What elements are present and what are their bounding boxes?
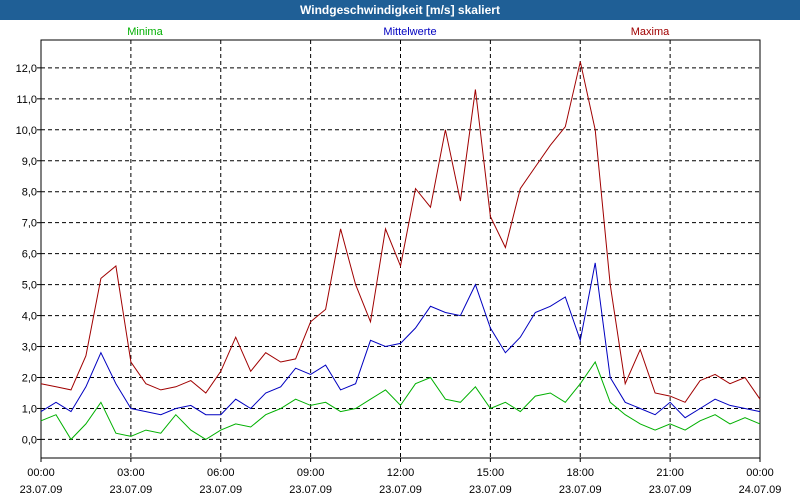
x-tick-date-label: 23.07.09	[199, 484, 242, 496]
y-tick-label: 3,0	[22, 342, 37, 354]
x-tick-date-label: 23.07.09	[559, 484, 602, 496]
y-tick-label: 9,0	[22, 156, 37, 168]
x-tick-time-label: 15:00	[477, 467, 505, 479]
x-tick-time-label: 21:00	[656, 467, 684, 479]
legend-minima: Minima	[127, 26, 163, 38]
x-tick-time-label: 00:00	[27, 467, 55, 479]
chart-panel: 0,0 1,0 2,0 3,0 4,0 5,0 6,0 7,0 8,0 9,0 10,0 11,0 12…	[0, 20, 800, 500]
plot-frame	[40, 39, 761, 459]
x-tick-date-label: 23.07.09	[469, 484, 512, 496]
y-tick-label: 11,0	[16, 94, 37, 106]
x-tick-time-label: 00:00	[746, 467, 774, 479]
series-line-mittelwerte	[40, 262, 761, 419]
series-line-maxima	[40, 61, 761, 403]
y-tick-label: 7,0	[22, 218, 37, 230]
wind-speed-chart: 0,0 1,0 2,0 3,0 4,0 5,0 6,0 7,0 8,0 9,0 10,0 11,0 12…	[16, 26, 782, 496]
window-title: Windgeschwindigkeit [m/s] skaliert	[0, 0, 800, 20]
y-tick-label: 12,0	[16, 63, 37, 75]
y-tick-label: 10,0	[16, 125, 37, 137]
x-tick-date-label: 23.07.09	[109, 484, 152, 496]
x-tick-date-label: 23.07.09	[379, 484, 422, 496]
series-line-minima	[40, 360, 761, 441]
x-tick-time-label: 06:00	[207, 467, 235, 479]
y-tick-label: 2,0	[22, 372, 37, 384]
x-tick-time-label: 12:00	[387, 467, 415, 479]
x-tick-time-label: 03:00	[117, 467, 145, 479]
y-tick-label: 6,0	[22, 249, 37, 261]
x-tick-date-label: 23.07.09	[289, 484, 332, 496]
y-tick-label: 5,0	[22, 280, 37, 292]
y-tick-label: 8,0	[22, 187, 37, 199]
legend-maxima: Maxima	[631, 26, 670, 38]
x-tick-time-label: 09:00	[297, 467, 325, 479]
x-tick-date-label: 23.07.09	[649, 484, 692, 496]
x-tick-date-label: 24.07.09	[739, 484, 782, 496]
x-tick-date-label: 23.07.09	[20, 484, 63, 496]
y-tick-label: 4,0	[22, 311, 37, 323]
y-tick-label: 0,0	[22, 434, 37, 446]
x-tick-time-label: 18:00	[566, 467, 594, 479]
legend-mittelwerte: Mittelwerte	[383, 26, 436, 38]
y-tick-label: 1,0	[22, 403, 37, 415]
